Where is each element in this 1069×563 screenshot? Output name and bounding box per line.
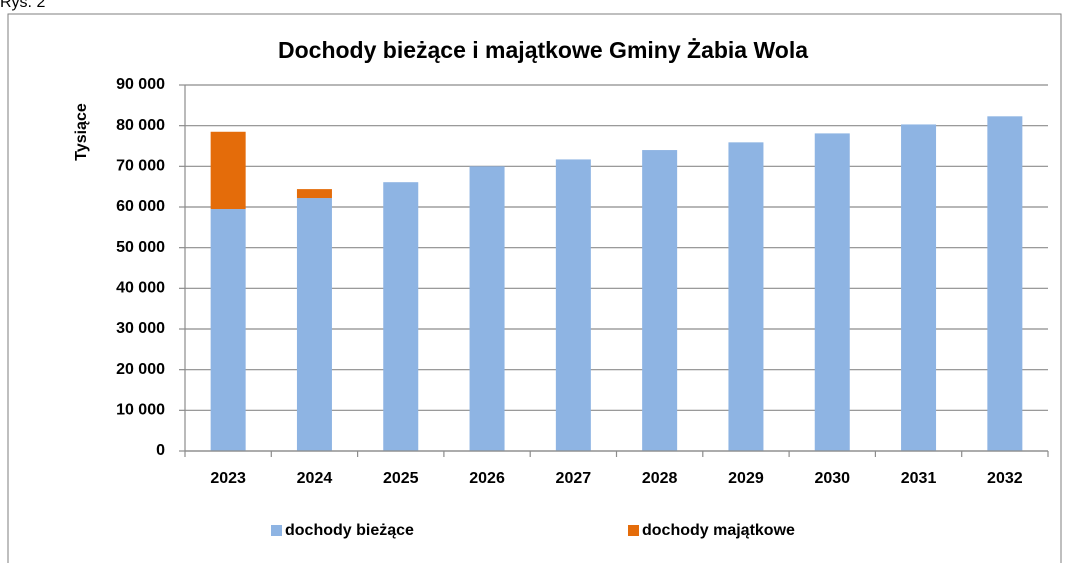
y-axis-label: Tysiące (73, 103, 90, 161)
y-tick-label: 70 000 (116, 158, 165, 175)
y-tick-label: 90 000 (116, 76, 165, 93)
x-tick-label: 2029 (728, 470, 764, 487)
y-tick-label: 20 000 (116, 361, 165, 378)
y-tick-label: 80 000 (116, 117, 165, 134)
bar (296, 198, 332, 451)
bar (728, 142, 764, 451)
y-tick-label: 10 000 (116, 402, 165, 419)
y-tick-label: 50 000 (116, 239, 165, 256)
bar (901, 124, 937, 452)
bar (210, 209, 246, 451)
bar (210, 131, 246, 210)
y-tick-label: 0 (156, 442, 165, 459)
x-tick-label: 2023 (210, 470, 246, 487)
x-tick-label: 2025 (383, 470, 419, 487)
chart-title: Dochody bieżące i majątkowe Gminy Żabia … (278, 37, 808, 63)
legend-label: dochody bieżące (285, 522, 414, 539)
bar (987, 116, 1023, 452)
y-tick-label: 30 000 (116, 320, 165, 337)
legend-swatch (628, 525, 639, 536)
x-tick-label: 2030 (814, 470, 850, 487)
x-tick-label: 2028 (642, 470, 678, 487)
legend-swatch (271, 525, 282, 536)
x-tick-label: 2032 (987, 470, 1023, 487)
bar (814, 133, 850, 452)
bar (642, 150, 678, 452)
x-tick-label: 2024 (297, 470, 333, 487)
y-tick-label: 60 000 (116, 198, 165, 215)
y-tick-label: 40 000 (116, 280, 165, 297)
legend-label: dochody majątkowe (642, 522, 795, 539)
x-tick-label: 2027 (556, 470, 592, 487)
x-tick-label: 2026 (469, 470, 505, 487)
caption: Rys. 2 (0, 0, 45, 11)
bar (555, 159, 591, 452)
bar (296, 189, 332, 199)
bar (383, 182, 419, 451)
chart-border (7, 13, 1062, 563)
bar (469, 166, 505, 452)
x-tick-label: 2031 (901, 470, 937, 487)
